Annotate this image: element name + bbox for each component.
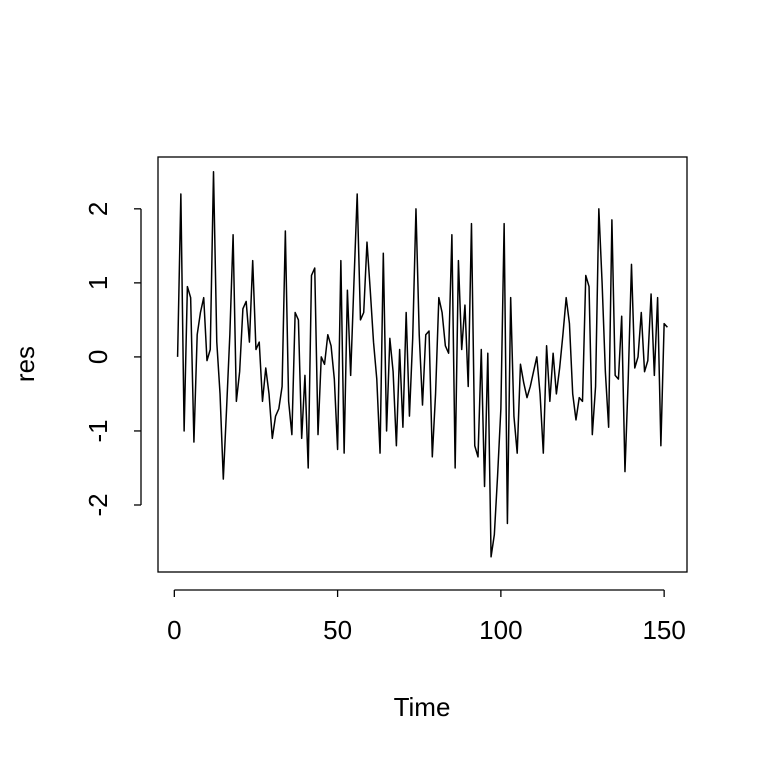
y-tick-label: 0 bbox=[83, 350, 113, 364]
series-line bbox=[176, 171, 668, 558]
plot-frame bbox=[157, 156, 688, 573]
x-tick-label: 0 bbox=[167, 615, 181, 645]
y-axis-label: res bbox=[10, 346, 40, 382]
x-tick-label: 50 bbox=[323, 615, 352, 645]
y-tick-label: -1 bbox=[83, 419, 113, 442]
y-tick-label: -2 bbox=[83, 493, 113, 516]
y-tick-label: 1 bbox=[83, 276, 113, 290]
x-axis-label: Time bbox=[394, 692, 451, 722]
x-tick-label: 150 bbox=[642, 615, 685, 645]
x-tick-label: 100 bbox=[479, 615, 522, 645]
y-tick-label: 2 bbox=[83, 202, 113, 216]
